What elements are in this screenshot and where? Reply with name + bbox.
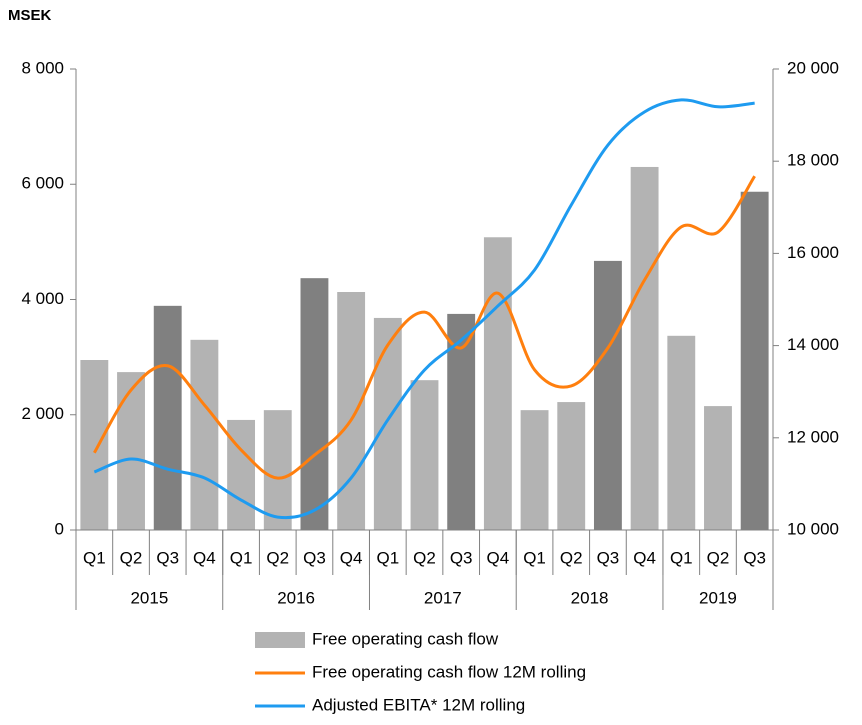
bar bbox=[740, 191, 769, 530]
bar bbox=[630, 166, 659, 530]
x-tick-label: Q2 bbox=[707, 548, 730, 567]
x-tick-label: Q1 bbox=[83, 548, 106, 567]
x-tick-label: Q1 bbox=[523, 548, 546, 567]
year-label: 2017 bbox=[424, 588, 462, 607]
x-tick-label: Q2 bbox=[120, 548, 143, 567]
x-tick-label: Q4 bbox=[193, 548, 216, 567]
y-tick-label: 4 000 bbox=[21, 289, 64, 308]
x-tick-label: Q3 bbox=[597, 548, 620, 567]
x-tick-label: Q1 bbox=[230, 548, 253, 567]
y-tick-label: 6 000 bbox=[21, 174, 64, 193]
y-tick-label: 8 000 bbox=[21, 58, 64, 77]
line bbox=[93, 175, 756, 480]
bar bbox=[153, 305, 182, 530]
x-tick-label: Q2 bbox=[560, 548, 583, 567]
legend-swatch bbox=[255, 632, 305, 648]
y2-tick-label: 16 000 bbox=[787, 243, 839, 262]
bar bbox=[557, 402, 586, 530]
chart-title: MSEK bbox=[8, 7, 52, 24]
bar bbox=[227, 419, 256, 530]
legend-label: Free operating cash flow bbox=[312, 629, 499, 648]
y-tick-label: 0 bbox=[55, 519, 64, 538]
x-tick-label: Q4 bbox=[487, 548, 510, 567]
y2-tick-label: 18 000 bbox=[787, 151, 839, 170]
bar bbox=[410, 380, 439, 530]
bar bbox=[300, 278, 329, 530]
bar bbox=[704, 406, 732, 530]
y2-tick-label: 14 000 bbox=[787, 335, 839, 354]
x-tick-label: Q4 bbox=[340, 548, 363, 567]
y2-tick-label: 10 000 bbox=[787, 519, 839, 538]
x-tick-label: Q1 bbox=[376, 548, 399, 567]
y2-tick-label: 12 000 bbox=[787, 427, 839, 446]
legend-label: Adjusted EBITA* 12M rolling bbox=[312, 695, 525, 714]
x-tick-label: Q3 bbox=[156, 548, 179, 567]
bar bbox=[373, 317, 402, 530]
bar bbox=[117, 372, 145, 530]
x-tick-label: Q2 bbox=[413, 548, 436, 567]
line bbox=[93, 98, 755, 520]
bar bbox=[447, 313, 476, 530]
bar bbox=[593, 260, 622, 530]
bar bbox=[263, 410, 292, 530]
y2-tick-label: 20 000 bbox=[787, 58, 839, 77]
year-label: 2018 bbox=[571, 588, 609, 607]
legend-label: Free operating cash flow 12M rolling bbox=[312, 662, 586, 681]
y-tick-label: 2 000 bbox=[21, 404, 64, 423]
x-tick-label: Q4 bbox=[633, 548, 656, 567]
x-tick-label: Q3 bbox=[743, 548, 766, 567]
bar bbox=[520, 410, 549, 530]
year-label: 2016 bbox=[277, 588, 315, 607]
bar bbox=[337, 292, 366, 530]
bar bbox=[80, 360, 109, 530]
year-label: 2019 bbox=[699, 588, 737, 607]
bar bbox=[667, 335, 696, 530]
bar bbox=[190, 339, 219, 530]
x-tick-label: Q3 bbox=[450, 548, 473, 567]
x-tick-label: Q3 bbox=[303, 548, 326, 567]
x-tick-label: Q1 bbox=[670, 548, 693, 567]
year-label: 2015 bbox=[130, 588, 168, 607]
x-tick-label: Q2 bbox=[266, 548, 289, 567]
bar bbox=[483, 237, 512, 530]
